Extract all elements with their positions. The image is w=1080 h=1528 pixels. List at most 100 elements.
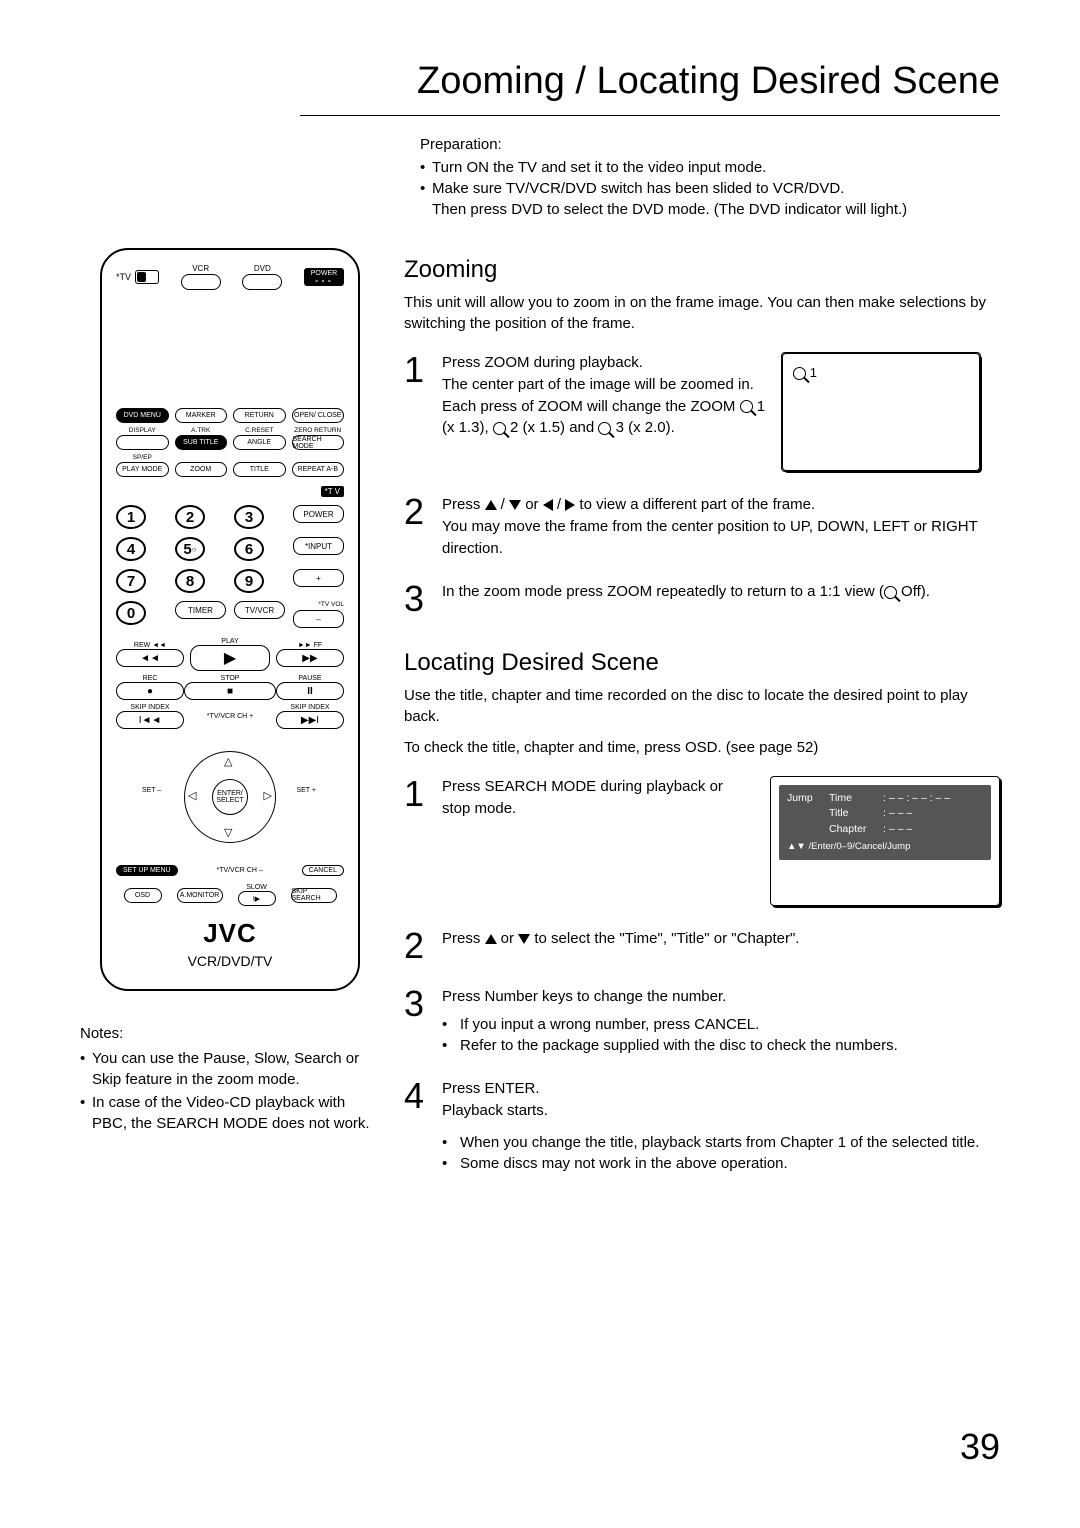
step-number: 1 xyxy=(404,776,430,906)
title-button: TITLE xyxy=(233,462,286,477)
magnifier-icon xyxy=(884,586,897,599)
note-text: You can use the Pause, Slow, Search or S… xyxy=(92,1048,380,1090)
osd-button: OSD xyxy=(124,888,162,903)
input-button: *INPUT xyxy=(293,537,344,555)
bullet-icon: • xyxy=(442,1014,452,1035)
bullet-icon: • xyxy=(442,1153,452,1174)
rew-label: REW ◄◄ xyxy=(116,642,184,649)
step-number: 2 xyxy=(404,928,430,964)
rew-button: ◄◄ xyxy=(116,649,184,667)
ch-down-label: *TV/VCR CH – xyxy=(216,867,262,874)
locating-step-4-text: Press ENTER. Playback starts. •When you … xyxy=(442,1078,1000,1174)
skip-search-button: SKIP SEARCH xyxy=(291,888,337,903)
locating-step-1-text: Press SEARCH MODE during playback or sto… xyxy=(442,776,754,820)
step-number: 2 xyxy=(404,494,430,559)
prep-item-text: Turn ON the TV and set it to the video i… xyxy=(432,157,1000,178)
tv-vcr-button: TV/VCR xyxy=(234,601,285,619)
device-label: VCR/DVD/TV xyxy=(116,953,344,969)
setup-menu-button: SET UP MENU xyxy=(116,865,178,876)
amonitor-button: A.MONITOR xyxy=(177,888,223,903)
magnifier-icon xyxy=(493,422,506,435)
num-3: 3 xyxy=(234,505,264,529)
brand-logo: JVC xyxy=(116,918,344,949)
magnifier-icon xyxy=(793,367,806,380)
angle-button: ANGLE xyxy=(233,435,286,450)
tv-switch-label: *TV xyxy=(116,272,131,282)
skip-r-label: SKIP INDEX xyxy=(276,704,344,711)
bullet-icon: • xyxy=(442,1132,452,1153)
magnifier-icon xyxy=(740,400,753,413)
play-mode-button: PLAY MODE xyxy=(116,462,169,477)
dpad: SET – SET + △ ▽ ◁ ▷ ENTER/ SELECT xyxy=(170,737,290,857)
tv-vcr-dvd-switch xyxy=(135,270,159,284)
prep-sub-text: Then press DVD to select the DVD mode. (… xyxy=(432,199,1000,220)
locating-desc-1: Use the title, chapter and time recorded… xyxy=(404,685,1000,727)
num-9: 9 xyxy=(234,569,264,593)
subtitle-button: SUB TITLE xyxy=(175,435,228,450)
vol-down-button: – xyxy=(293,610,344,628)
label: A.TRK xyxy=(175,427,228,434)
locating-desc-2: To check the title, chapter and time, pr… xyxy=(404,737,1000,758)
num-5: 5○ xyxy=(175,537,205,561)
zooming-desc: This unit will allow you to zoom in on t… xyxy=(404,292,1000,334)
down-arrow-icon xyxy=(518,934,530,944)
locating-step-3-text: Press Number keys to change the number. … xyxy=(442,986,1000,1056)
remote-control: *TV VCR DVD POWER ∘∘∘ DVD MENU xyxy=(100,248,360,991)
dvd-menu-button: DVD MENU xyxy=(116,408,169,423)
slow-label: SLOW xyxy=(238,884,276,891)
num-4: 4 xyxy=(116,537,146,561)
label: SP/EP xyxy=(116,454,169,461)
search-mode-button: SEARCH MODE xyxy=(292,435,345,450)
set-minus-label: SET – xyxy=(142,787,161,794)
dpad-up-icon: △ xyxy=(224,755,232,768)
bullet-icon: • xyxy=(420,157,432,178)
set-plus-label: SET + xyxy=(296,787,316,794)
timer-button: TIMER xyxy=(175,601,226,619)
step-number: 3 xyxy=(404,986,430,1056)
page-title: Zooming / Locating Desired Scene xyxy=(300,60,1000,116)
step-number: 3 xyxy=(404,581,430,617)
vcr-label: VCR xyxy=(192,264,209,273)
bullet-icon: • xyxy=(80,1092,92,1134)
zooming-title: Zooming xyxy=(404,256,1000,284)
rec-button: ● xyxy=(116,682,184,700)
step-3-text: In the zoom mode press ZOOM repeatedly t… xyxy=(442,581,1000,617)
num-2: 2 xyxy=(175,505,205,529)
ff-label: ►► FF xyxy=(276,642,344,649)
up-arrow-icon xyxy=(485,500,497,510)
zoom-button: ZOOM xyxy=(175,462,228,477)
note-text: In case of the Video-CD playback with PB… xyxy=(92,1092,380,1134)
tv-tag: *T V xyxy=(321,486,344,497)
page-number: 39 xyxy=(960,1426,1000,1468)
play-button: ▶ xyxy=(190,645,270,671)
num-7: 7 xyxy=(116,569,146,593)
bullet-icon: • xyxy=(420,178,432,199)
stop-button: ■ xyxy=(184,682,276,700)
rec-label: REC xyxy=(116,675,184,682)
label: DISPLAY xyxy=(116,427,169,434)
num-8: 8 xyxy=(175,569,205,593)
up-arrow-icon xyxy=(485,934,497,944)
pause-label: PAUSE xyxy=(276,675,344,682)
tv-power-button: POWER xyxy=(293,505,344,523)
vcr-button xyxy=(181,274,221,290)
tvvol-label: *TV VOL xyxy=(293,601,344,608)
step-1-text: Press ZOOM during playback. The center p… xyxy=(442,352,765,439)
ff-button: ▶▶ xyxy=(276,649,344,667)
notes-block: Notes: •You can use the Pause, Slow, Sea… xyxy=(80,1023,380,1134)
cancel-button: CANCEL xyxy=(302,865,344,876)
step-2-text: Press / or / to view a different part of… xyxy=(442,494,1000,559)
bullet-icon: • xyxy=(80,1048,92,1090)
play-label: PLAY xyxy=(184,638,276,645)
slow-button: I▶ xyxy=(238,891,276,906)
zoom-level-text: 1 xyxy=(806,365,817,380)
power-button: POWER ∘∘∘ xyxy=(304,268,344,286)
pause-button: II xyxy=(276,682,344,700)
prep-item-text: Make sure TV/VCR/DVD switch has been sli… xyxy=(432,178,1000,199)
locating-title: Locating Desired Scene xyxy=(404,649,1000,677)
return-button: RETURN xyxy=(233,408,286,423)
left-arrow-icon xyxy=(543,499,553,511)
dpad-left-icon: ◁ xyxy=(188,789,196,802)
skip-l-label: SKIP INDEX xyxy=(116,704,184,711)
right-arrow-icon xyxy=(565,499,575,511)
